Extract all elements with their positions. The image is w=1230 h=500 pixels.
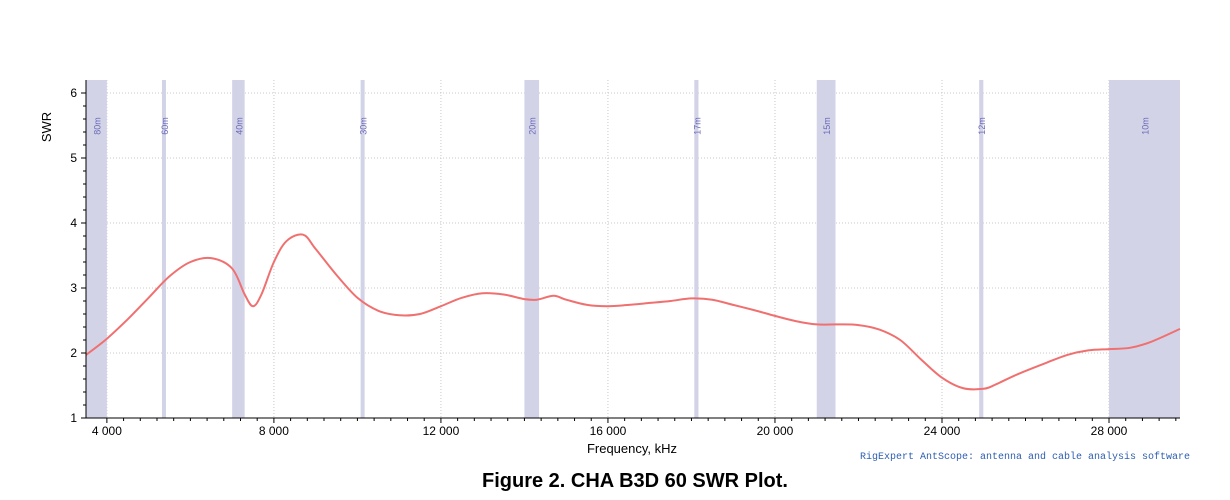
figure-caption: Figure 2. CHA B3D 60 SWR Plot. (482, 470, 788, 492)
band-30m-label: 30m (359, 117, 369, 135)
x-axis-title: Frequency, kHz (587, 441, 677, 456)
band-12m-label: 12m (977, 117, 987, 135)
x-tick-label: 4 000 (92, 424, 122, 438)
band-80m-label: 80m (92, 117, 102, 135)
software-credit: RigExpert AntScope: antenna and cable an… (859, 452, 1190, 463)
band-30m-region (360, 80, 365, 418)
axes: 1 2 3 4 5 6 4 000 8 000 12 000 16 000 20 000 24 000… (70, 80, 1180, 438)
y-tick-label: 3 (70, 281, 77, 295)
band-40m-label: 40m (234, 117, 244, 135)
band-17m-label: 17m (692, 117, 702, 135)
y-tick-label: 6 (70, 86, 77, 100)
band-15m-label: 15m (822, 117, 832, 135)
y-axis-title: SWR (39, 112, 54, 142)
ham-band-shading: 80m 60m 40m 30m 20m 17m 15m 12m 10m (86, 80, 1180, 418)
grid-lines (86, 80, 1180, 418)
y-tick-label: 5 (70, 151, 77, 165)
x-tick-label: 8 000 (259, 424, 289, 438)
x-tick-label: 16 000 (590, 424, 627, 438)
band-20m-label: 20m (528, 117, 538, 135)
y-tick-label: 1 (70, 411, 77, 425)
y-tick-label: 2 (70, 346, 77, 360)
y-tick-label: 4 (70, 216, 77, 230)
band-15m-region (816, 80, 836, 418)
swr-chart: 80m 60m 40m 30m 20m 17m 15m 12m 10m 1 2 3 4 5 6 4 000 8… (39, 80, 1181, 456)
x-tick-label: 28 000 (1091, 424, 1128, 438)
band-10m-label: 10m (1141, 117, 1151, 135)
band-20m-region (524, 80, 540, 418)
band-60m-region (161, 80, 166, 418)
band-12m-region (979, 80, 984, 418)
x-tick-label: 24 000 (924, 424, 961, 438)
band-40m-region (232, 80, 245, 418)
swr-curve (85, 233, 1181, 391)
x-tick-label: 12 000 (423, 424, 460, 438)
band-80m-region (86, 80, 107, 418)
band-60m-label: 60m (160, 117, 170, 135)
swr-series (85, 233, 1181, 391)
x-tick-label: 20 000 (757, 424, 794, 438)
band-10m-region (1109, 80, 1180, 418)
band-17m-region (694, 80, 699, 418)
